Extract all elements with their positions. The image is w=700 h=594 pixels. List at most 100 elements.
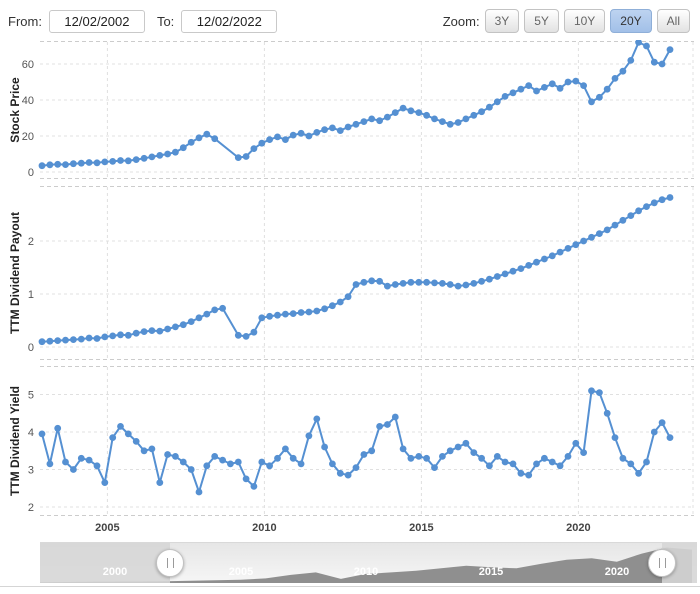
data-point[interactable] — [478, 277, 485, 285]
data-point[interactable] — [399, 280, 407, 287]
data-point[interactable] — [313, 307, 321, 315]
data-point[interactable] — [282, 310, 289, 318]
data-point[interactable] — [336, 298, 344, 306]
data-point[interactable] — [101, 479, 109, 486]
data-point[interactable] — [124, 331, 132, 339]
data-point[interactable] — [46, 460, 54, 468]
data-point[interactable] — [344, 123, 352, 131]
data-point[interactable] — [603, 85, 611, 93]
data-point[interactable] — [541, 84, 548, 91]
data-point[interactable] — [588, 233, 595, 241]
data-point[interactable] — [384, 113, 391, 121]
to-date-input[interactable] — [181, 9, 278, 33]
data-point[interactable] — [360, 278, 368, 286]
data-point[interactable] — [493, 273, 501, 280]
data-point[interactable] — [70, 466, 77, 473]
data-point[interactable] — [596, 93, 603, 101]
data-point[interactable] — [501, 93, 509, 100]
data-point[interactable] — [313, 415, 321, 423]
data-point[interactable] — [70, 160, 77, 168]
data-point[interactable] — [266, 136, 273, 143]
data-point[interactable] — [376, 423, 383, 430]
data-point[interactable] — [62, 336, 69, 344]
data-point[interactable] — [548, 80, 556, 88]
navigator-right-handle[interactable] — [648, 549, 676, 577]
data-point[interactable] — [509, 267, 517, 275]
data-point[interactable] — [93, 462, 101, 470]
data-point[interactable] — [148, 327, 156, 334]
data-point[interactable] — [336, 469, 344, 477]
data-point[interactable] — [179, 458, 187, 466]
data-point[interactable] — [580, 237, 587, 245]
data-point[interactable] — [250, 145, 258, 152]
data-point[interactable] — [446, 120, 454, 128]
data-point[interactable] — [446, 447, 454, 455]
data-point[interactable] — [54, 424, 62, 432]
data-point[interactable] — [38, 162, 46, 170]
data-point[interactable] — [140, 328, 148, 335]
data-point[interactable] — [439, 118, 446, 125]
data-point[interactable] — [517, 85, 525, 93]
data-point[interactable] — [360, 118, 368, 125]
data-point[interactable] — [140, 447, 148, 455]
data-point[interactable] — [164, 451, 172, 458]
data-point[interactable] — [658, 60, 666, 68]
data-point[interactable] — [635, 207, 642, 215]
data-point[interactable] — [462, 281, 470, 289]
data-point[interactable] — [46, 337, 54, 345]
data-point[interactable] — [509, 460, 517, 468]
data-point[interactable] — [556, 248, 564, 256]
data-point[interactable] — [415, 109, 423, 116]
data-point[interactable] — [525, 262, 533, 269]
data-point[interactable] — [85, 456, 93, 464]
data-point[interactable] — [46, 161, 54, 169]
data-point[interactable] — [486, 103, 493, 111]
data-point[interactable] — [533, 87, 540, 95]
data-point[interactable] — [564, 245, 572, 252]
data-point[interactable] — [274, 454, 281, 462]
data-point[interactable] — [564, 453, 572, 460]
data-point[interactable] — [470, 280, 478, 287]
data-point[interactable] — [156, 152, 164, 159]
data-point[interactable] — [195, 488, 203, 496]
data-point[interactable] — [266, 462, 273, 470]
data-point[interactable] — [454, 282, 462, 290]
data-point[interactable] — [77, 159, 85, 167]
data-point[interactable] — [486, 462, 493, 470]
data-point[interactable] — [650, 428, 658, 436]
data-point[interactable] — [297, 309, 305, 316]
data-point[interactable] — [344, 471, 352, 479]
data-point[interactable] — [352, 120, 360, 128]
data-point[interactable] — [297, 460, 305, 468]
data-point[interactable] — [596, 230, 603, 237]
data-point[interactable] — [666, 194, 674, 201]
data-point[interactable] — [109, 158, 117, 165]
data-point[interactable] — [203, 130, 211, 138]
data-point[interactable] — [399, 104, 407, 112]
data-point[interactable] — [266, 312, 273, 320]
data-point[interactable] — [109, 332, 117, 340]
data-point[interactable] — [70, 336, 77, 343]
data-point[interactable] — [179, 144, 187, 152]
data-point[interactable] — [454, 443, 462, 451]
data-point[interactable] — [38, 430, 46, 438]
navigator-area-chart[interactable] — [40, 543, 697, 583]
stock-price-plot[interactable]: 0 20 40 60 — [0, 40, 700, 180]
range-navigator[interactable]: 2000 2005 2010 2015 2020 — [40, 542, 697, 583]
data-point[interactable] — [407, 454, 415, 462]
data-point[interactable] — [588, 387, 595, 395]
data-point[interactable] — [234, 154, 242, 161]
data-point[interactable] — [54, 337, 62, 344]
data-point[interactable] — [250, 483, 258, 490]
data-point[interactable] — [172, 453, 179, 460]
data-point[interactable] — [258, 139, 266, 147]
data-point[interactable] — [415, 453, 423, 460]
dividend-yield-plot[interactable]: 2 3 4 5 — [0, 365, 700, 517]
data-point[interactable] — [556, 84, 564, 92]
data-point[interactable] — [454, 119, 462, 126]
data-point[interactable] — [666, 434, 674, 441]
data-point[interactable] — [572, 241, 580, 249]
data-point[interactable] — [132, 329, 140, 337]
data-point[interactable] — [187, 318, 195, 325]
data-point[interactable] — [344, 293, 352, 301]
